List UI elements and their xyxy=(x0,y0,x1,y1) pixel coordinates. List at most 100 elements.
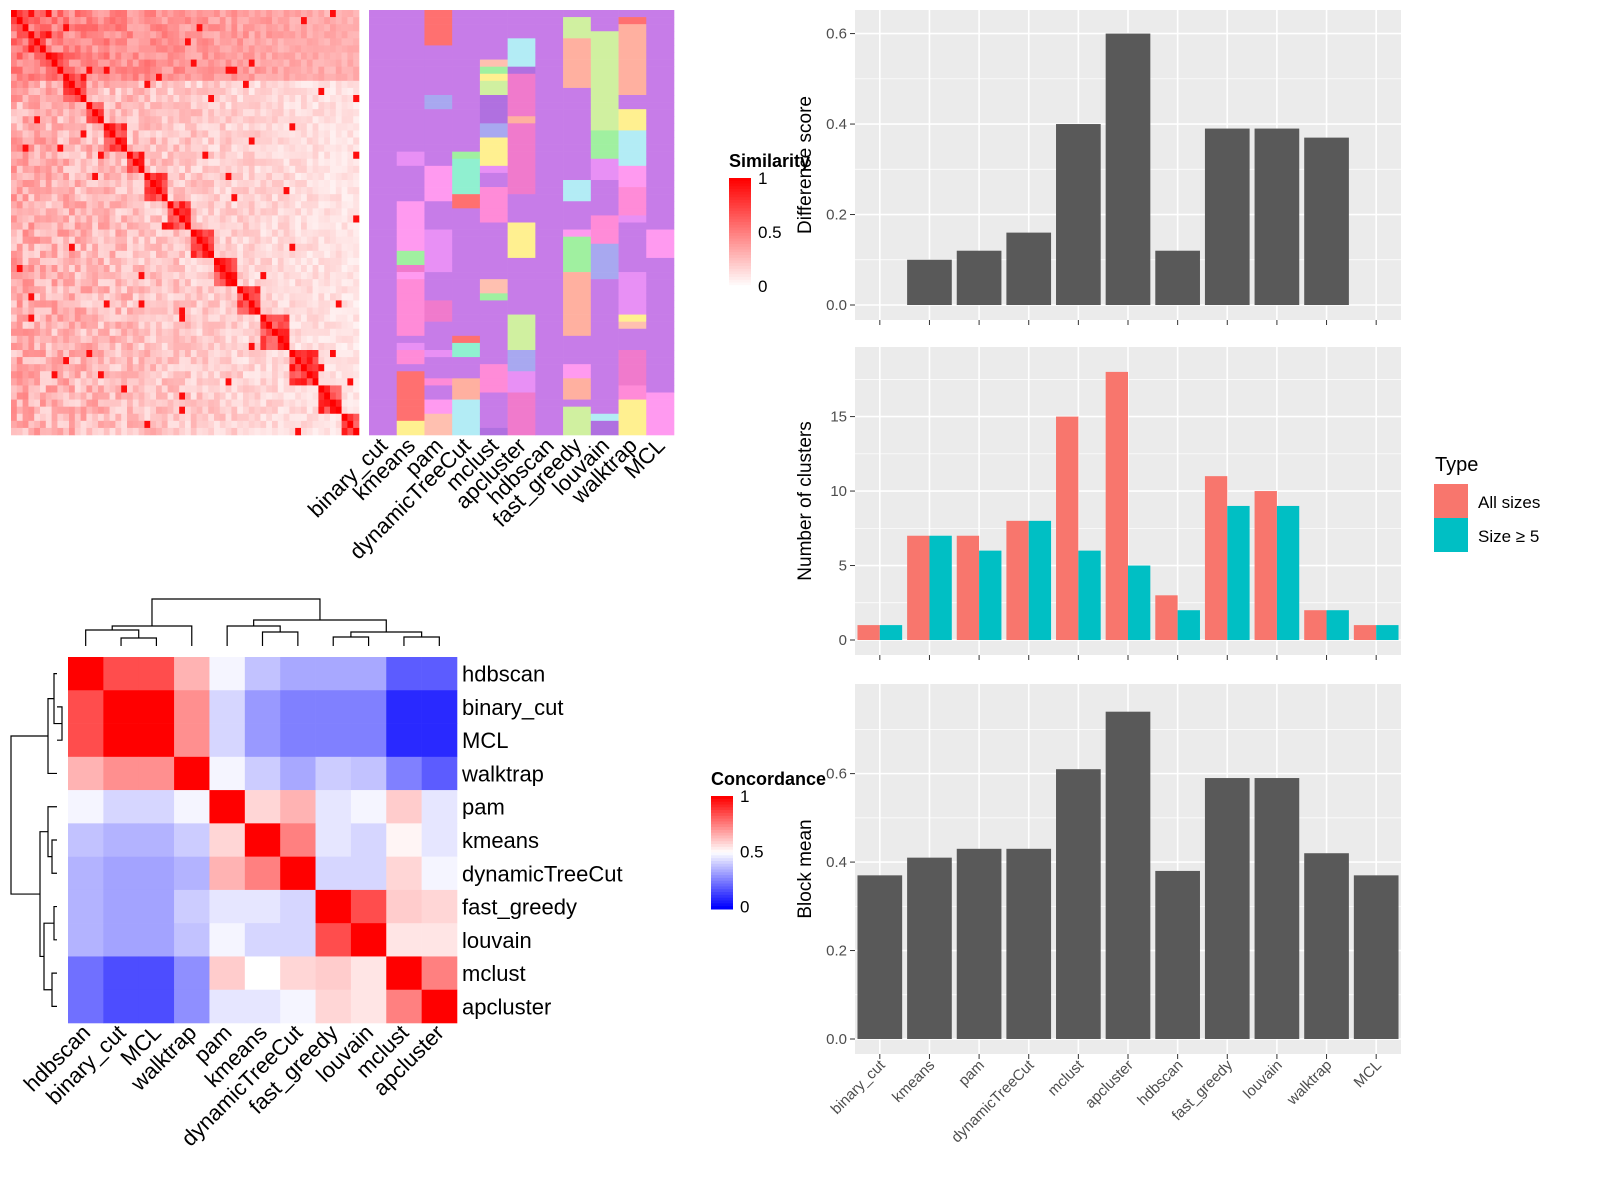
concordance-cell xyxy=(421,690,458,724)
similarity-cell xyxy=(22,165,29,174)
cluster-cell xyxy=(452,392,481,400)
similarity-cell xyxy=(266,321,273,330)
cluster-cell xyxy=(452,378,481,386)
similarity-cell xyxy=(40,392,47,400)
similarity-cell xyxy=(324,52,331,60)
similarity-cell xyxy=(57,307,64,315)
similarity-cell xyxy=(335,286,342,294)
similarity-cell xyxy=(295,236,302,245)
similarity-cell xyxy=(16,279,23,287)
legend-gradient-step xyxy=(711,796,733,800)
similarity-cell xyxy=(150,17,157,25)
similarity-cell xyxy=(156,222,163,230)
similarity-cell xyxy=(144,314,151,322)
legend-gradient-step xyxy=(711,886,733,890)
similarity-cell xyxy=(312,293,319,301)
cluster-cell xyxy=(646,293,675,301)
similarity-cell xyxy=(51,350,58,358)
similarity-cell xyxy=(219,172,226,181)
concordance-row-label: fast_greedy xyxy=(462,895,577,920)
similarity-cell xyxy=(127,364,134,372)
similarity-cell xyxy=(185,406,192,415)
similarity-cell xyxy=(92,257,99,266)
concordance-cell xyxy=(244,889,281,924)
similarity-cell xyxy=(295,109,302,117)
similarity-cell xyxy=(161,158,168,167)
similarity-cell xyxy=(109,357,116,365)
similarity-cell xyxy=(92,180,99,188)
similarity-cell xyxy=(150,392,157,400)
similarity-cell xyxy=(98,10,105,18)
similarity-cell xyxy=(69,17,76,25)
similarity-cell xyxy=(301,378,308,386)
similarity-cell xyxy=(335,293,342,301)
concordance-cell xyxy=(386,657,422,691)
similarity-cell xyxy=(45,286,52,294)
cluster-cell xyxy=(507,109,536,117)
similarity-cell xyxy=(167,350,174,358)
cluster-cell xyxy=(479,286,508,294)
similarity-cell xyxy=(266,215,273,223)
concordance-cell xyxy=(350,923,387,957)
similarity-cell xyxy=(341,123,348,131)
similarity-cell xyxy=(306,31,313,39)
cluster-cell xyxy=(452,265,481,273)
similarity-cell xyxy=(51,31,58,39)
similarity-cell xyxy=(260,385,267,393)
similarity-cell xyxy=(353,102,360,110)
cluster-cell xyxy=(396,52,425,60)
cluster-cell xyxy=(424,151,453,160)
similarity-cell xyxy=(121,130,128,138)
similarity-cell xyxy=(190,38,197,46)
similarity-cell xyxy=(167,208,174,216)
similarity-cell xyxy=(324,130,331,138)
similarity-cell xyxy=(127,371,134,379)
cluster-cell xyxy=(535,31,564,39)
cluster-cell xyxy=(535,257,564,266)
similarity-cell xyxy=(45,420,52,429)
similarity-cell xyxy=(63,130,70,138)
similarity-cell xyxy=(243,406,250,415)
similarity-cell xyxy=(150,102,157,110)
similarity-cell xyxy=(11,272,18,280)
cluster-cell xyxy=(507,144,536,152)
similarity-cell xyxy=(272,257,279,266)
cluster-cell xyxy=(535,243,564,252)
cluster-cell xyxy=(618,45,647,53)
similarity-cell xyxy=(219,279,226,287)
similarity-cell xyxy=(138,279,145,287)
cluster-cell xyxy=(646,364,675,372)
concordance-cell xyxy=(386,790,422,824)
similarity-cell xyxy=(74,123,81,131)
cluster-cell xyxy=(424,187,453,195)
similarity-cell xyxy=(347,257,354,266)
similarity-cell xyxy=(161,102,168,110)
similarity-cell xyxy=(167,66,174,75)
similarity-cell xyxy=(28,116,35,124)
similarity-cell xyxy=(34,272,41,280)
similarity-cell xyxy=(103,328,110,337)
cluster-cell xyxy=(507,257,536,266)
similarity-cell xyxy=(103,158,110,167)
similarity-cell xyxy=(11,215,18,223)
cluster-cell xyxy=(590,378,619,386)
similarity-cell xyxy=(34,59,41,67)
similarity-cell xyxy=(347,87,354,96)
concordance-cell xyxy=(315,856,352,891)
cluster-cell xyxy=(618,420,647,429)
similarity-cell xyxy=(74,201,81,209)
similarity-cell xyxy=(92,342,99,351)
similarity-cell xyxy=(266,52,273,60)
similarity-cell xyxy=(324,24,331,32)
similarity-cell xyxy=(57,87,64,96)
similarity-cell xyxy=(173,116,180,124)
similarity-cell xyxy=(196,130,203,138)
similarity-cell xyxy=(144,66,151,75)
similarity-cell xyxy=(150,95,157,103)
similarity-cell xyxy=(277,321,284,330)
similarity-cell xyxy=(318,80,325,89)
similarity-cell xyxy=(335,123,342,131)
similarity-cell xyxy=(237,378,244,386)
cluster-cell xyxy=(396,300,425,308)
legend-gradient-step xyxy=(729,216,751,220)
